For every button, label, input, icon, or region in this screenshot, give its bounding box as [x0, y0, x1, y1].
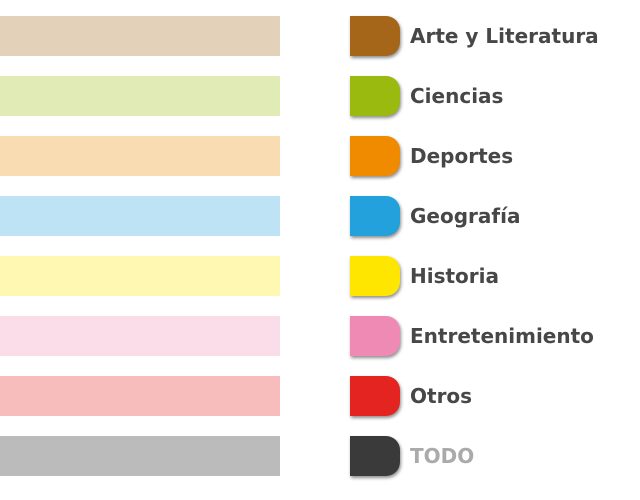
category-label-ciencias[interactable]: Ciencias: [410, 84, 504, 108]
color-bar-deportes: [0, 136, 280, 176]
color-bar-arte-y-literatura: [0, 16, 280, 56]
category-label-deportes[interactable]: Deportes: [410, 144, 514, 168]
color-bar-ciencias: [0, 76, 280, 116]
category-chip-ciencias[interactable]: [350, 76, 400, 116]
color-bar-otros: [0, 376, 280, 416]
color-bar-entretenimiento: [0, 316, 280, 356]
category-label-arte-y-literatura[interactable]: Arte y Literatura: [410, 24, 599, 48]
category-chip-historia[interactable]: [350, 256, 400, 296]
category-label-entretenimiento[interactable]: Entretenimiento: [410, 324, 594, 348]
color-bar-geografia: [0, 196, 280, 236]
category-chip-geografia[interactable]: [350, 196, 400, 236]
category-chip-arte-y-literatura[interactable]: [350, 16, 400, 56]
category-chip-otros[interactable]: [350, 376, 400, 416]
category-chip-deportes[interactable]: [350, 136, 400, 176]
color-bar-historia: [0, 256, 280, 296]
category-label-geografia[interactable]: Geografía: [410, 204, 521, 228]
category-label-todo[interactable]: TODO: [410, 444, 475, 468]
category-chip-todo[interactable]: [350, 436, 400, 476]
category-label-historia[interactable]: Historia: [410, 264, 500, 288]
category-label-otros[interactable]: Otros: [410, 384, 473, 408]
category-chip-entretenimiento[interactable]: [350, 316, 400, 356]
color-bar-todo: [0, 436, 280, 476]
